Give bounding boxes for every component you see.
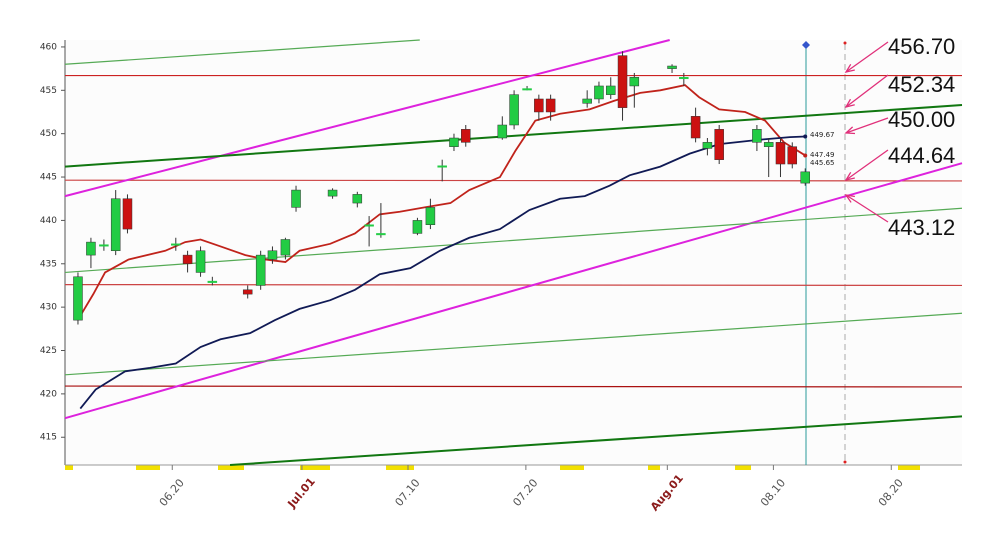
moving-average	[79, 135, 806, 410]
y-tick-label: 430	[40, 303, 57, 313]
candle-body	[86, 241, 96, 256]
candle-body	[195, 250, 206, 273]
trend-line	[64, 162, 963, 420]
candle-body	[461, 129, 471, 143]
marker	[843, 460, 847, 464]
annotation: 444.64	[888, 143, 955, 168]
x-tick-label: 07.20	[510, 476, 540, 508]
candle-body	[376, 233, 386, 236]
value-label: 449.67	[810, 131, 835, 139]
candle-body	[617, 55, 628, 108]
candle-body	[775, 142, 786, 165]
candle-body	[534, 98, 544, 113]
x-tick-label: 06.20	[157, 476, 187, 508]
candle-body	[679, 77, 689, 80]
candle-body	[497, 124, 508, 139]
y-tick-label: 435	[40, 259, 57, 269]
annotation-arrow	[845, 41, 889, 73]
candle-body	[352, 194, 363, 204]
annotation-arrowhead	[844, 63, 855, 73]
candle-body	[714, 129, 724, 160]
moving-average	[79, 84, 806, 317]
candle-body	[690, 116, 701, 139]
candle-body	[449, 137, 459, 147]
candle-body	[582, 98, 592, 104]
candle-body	[702, 142, 713, 149]
candle-body	[255, 254, 266, 286]
trend-line	[64, 179, 963, 182]
candle-body	[73, 276, 83, 321]
y-tick-label: 415	[40, 433, 57, 443]
annotation: 443.12	[888, 215, 955, 240]
y-tick-label: 445	[40, 173, 57, 183]
candle-body	[267, 250, 278, 260]
annotation-arrowhead	[844, 194, 855, 203]
y-tick-label: 440	[40, 216, 57, 226]
annotation: 456.70	[888, 34, 955, 59]
marker	[843, 41, 847, 45]
y-tick-label: 425	[40, 346, 57, 356]
annotation-arrowhead	[844, 171, 855, 181]
y-tick-label: 455	[40, 86, 57, 96]
candle-body	[327, 189, 338, 197]
candle-body	[437, 165, 447, 168]
x-tick-label: 08.20	[876, 476, 906, 508]
candle-body	[291, 189, 301, 208]
candle-body	[594, 85, 604, 100]
trend-line	[64, 39, 670, 198]
cursor-marker	[802, 41, 810, 49]
candle-body	[171, 243, 181, 246]
value-label: 447.49	[810, 151, 835, 159]
candle-body	[280, 239, 291, 256]
y-tick-label: 420	[40, 389, 57, 399]
candle-body	[787, 146, 798, 165]
y-tick-label: 450	[40, 129, 57, 139]
trend-line	[64, 283, 963, 287]
trend-line	[64, 312, 963, 376]
value-label: 445.65	[810, 159, 835, 167]
ma-end-point	[803, 153, 808, 158]
trend-line	[64, 207, 963, 274]
x-tick-label: Jul.01	[285, 475, 318, 511]
annotation: 452.34	[888, 72, 955, 97]
x-tick-label: 08.10	[758, 476, 788, 508]
annotation-arrow	[845, 117, 889, 134]
annotation-arrow	[845, 74, 889, 108]
candle-body	[605, 85, 616, 95]
candle-body	[509, 94, 519, 126]
trend-line	[64, 39, 420, 65]
candle-body	[425, 207, 436, 225]
trend-line	[229, 415, 963, 466]
candle-body	[412, 220, 423, 234]
candle-body	[207, 280, 218, 283]
annotation-arrow	[845, 149, 889, 181]
candle-body	[182, 254, 193, 265]
ma-end-point	[803, 134, 808, 139]
annotation-arrow	[845, 194, 889, 223]
x-tick-label: Aug.01	[648, 472, 686, 514]
trend-line	[64, 385, 963, 388]
annotation: 450.00	[888, 107, 955, 132]
candle-body	[522, 88, 532, 91]
candle-body	[752, 129, 762, 143]
candle-body	[545, 98, 556, 113]
candle-body	[122, 198, 133, 230]
candle-body	[242, 289, 253, 295]
candle-body	[99, 244, 109, 247]
candle-body	[763, 142, 774, 147]
annotation-arrowhead	[844, 98, 855, 109]
candle-body	[110, 198, 121, 252]
candle-body	[364, 224, 374, 227]
trend-line	[64, 104, 963, 168]
annotation-arrowhead	[844, 126, 856, 135]
candle-body	[667, 65, 677, 69]
weekend-markers	[65, 465, 920, 470]
y-tick-label: 460	[40, 42, 57, 52]
candle-body	[629, 77, 640, 87]
candle-body	[800, 171, 810, 184]
x-tick-label: 07.10	[393, 476, 423, 508]
